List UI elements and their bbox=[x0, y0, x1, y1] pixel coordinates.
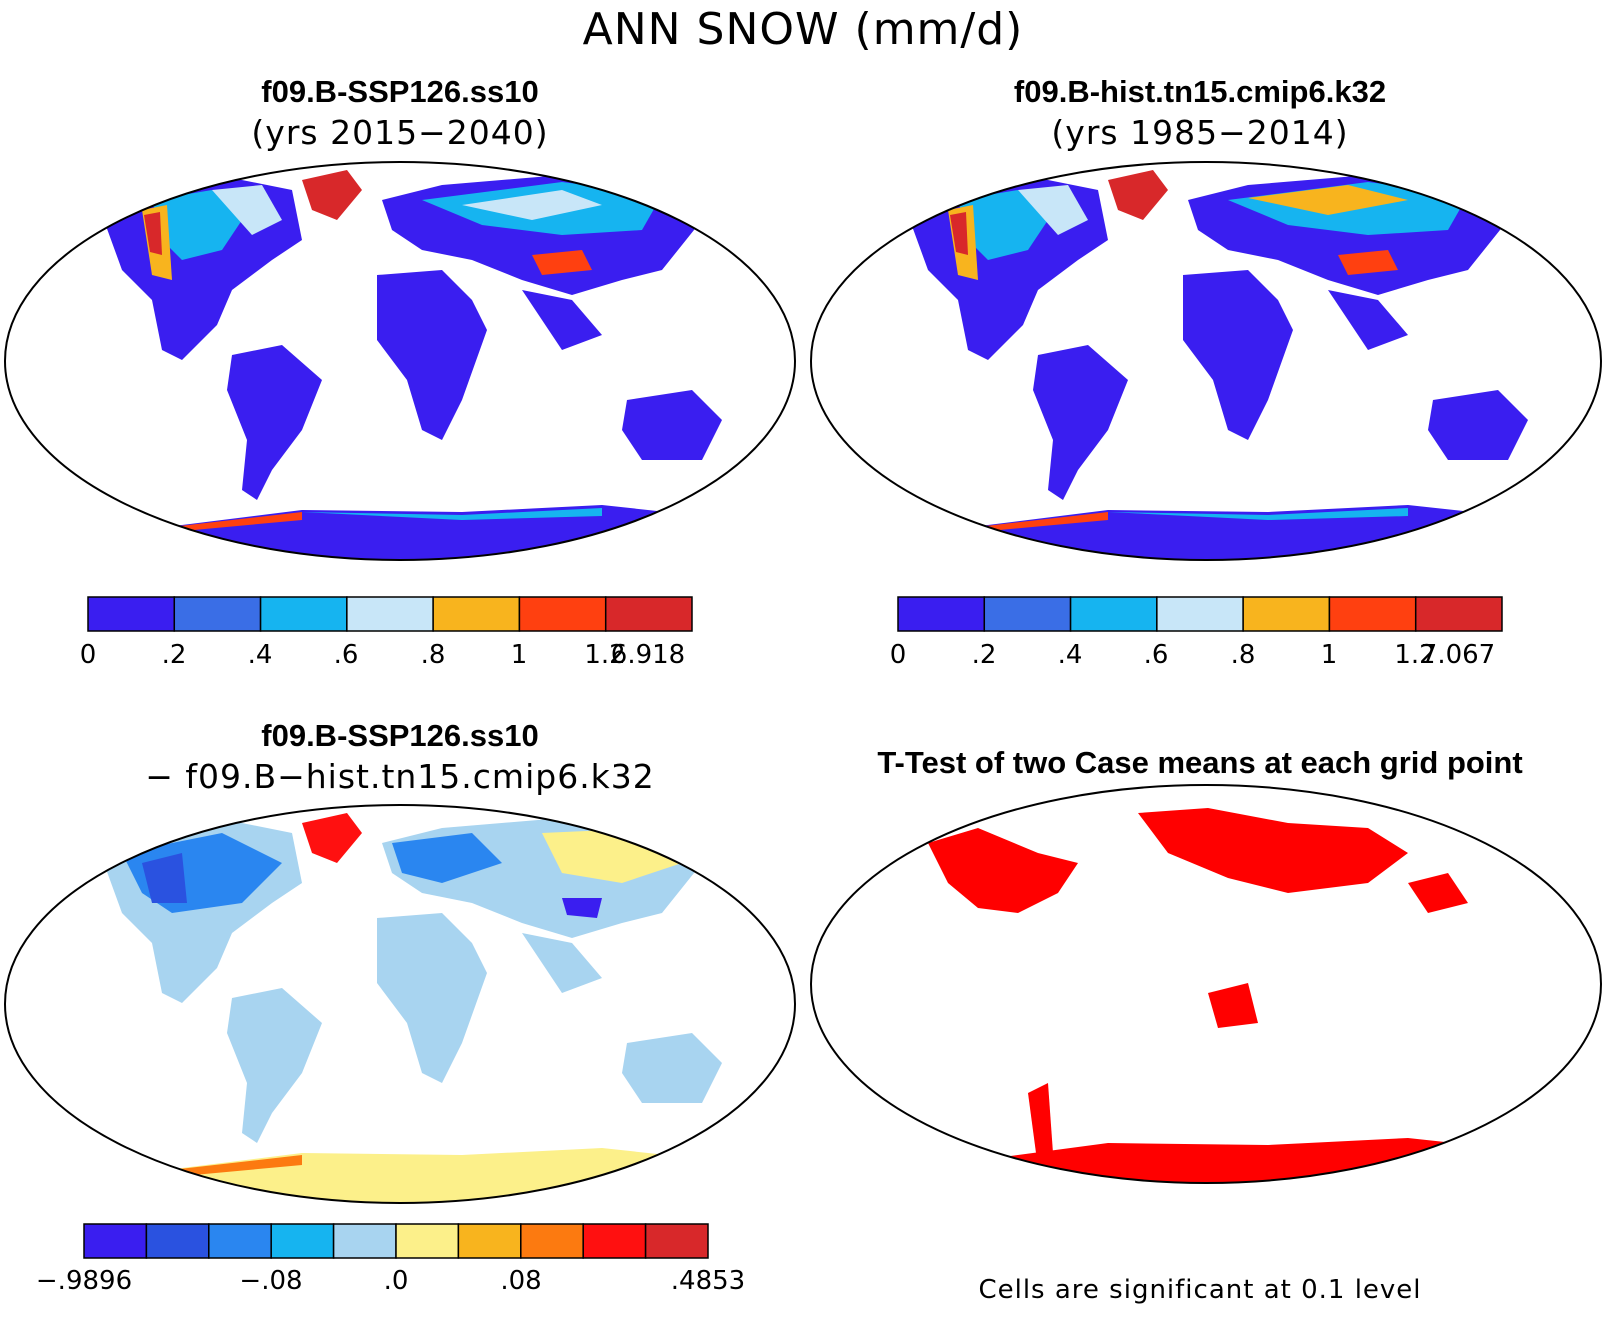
colorbar-tr-boxes bbox=[897, 596, 1503, 632]
colorbar-swatch bbox=[520, 1223, 584, 1259]
colorbar-swatch bbox=[983, 596, 1072, 632]
colorbar-swatch bbox=[259, 596, 348, 632]
colorbar-tick-label: 0 bbox=[79, 640, 97, 670]
colorbar-swatch bbox=[145, 1223, 210, 1259]
colorbar-swatch bbox=[332, 1223, 397, 1259]
colorbar-tick-label: .8 bbox=[1230, 640, 1256, 670]
colorbar-swatch bbox=[208, 1223, 272, 1259]
colorbar-tick-label: .2 bbox=[161, 640, 187, 670]
panel-bl-minus-case: − f09.B−hist.tn15.cmip6.k32 bbox=[145, 757, 655, 796]
colorbar-swatch bbox=[346, 596, 434, 632]
colorbar-tick-label: .6 bbox=[333, 640, 359, 670]
significance-note: Cells are significant at 0.1 level bbox=[978, 1275, 1422, 1305]
colorbar-swatch bbox=[582, 1223, 647, 1259]
colorbar-swatch bbox=[518, 596, 607, 632]
colorbar-tl-ticks: 0 .2 .4 .6 .8 1 1.2 6.918 bbox=[80, 640, 692, 676]
panel-tl-case-title: f09.B-SSP126.ss10 bbox=[261, 74, 539, 109]
colorbar-tick-label: .4853 bbox=[670, 1266, 746, 1296]
panel-tr-case-title: f09.B-hist.tn15.cmip6.k32 bbox=[1013, 74, 1387, 109]
panel-br-title: T-Test of two Case means at each grid po… bbox=[877, 745, 1523, 780]
colorbar-swatch bbox=[87, 596, 176, 632]
colorbar-swatch bbox=[395, 1223, 460, 1259]
colorbar-swatch bbox=[1414, 596, 1503, 632]
colorbar-swatch bbox=[270, 1223, 335, 1259]
colorbar-bottom-left bbox=[83, 1223, 709, 1259]
map-bl-land bbox=[102, 813, 762, 1203]
colorbar-tick-label: .6 bbox=[1143, 640, 1169, 670]
colorbar-tick-label: .4 bbox=[247, 640, 273, 670]
map-top-left bbox=[4, 161, 796, 561]
colorbar-tr-ticks: 0 .2 .4 .6 .8 1 1.2 7.067 bbox=[890, 640, 1502, 676]
colorbar-tick-label: 1.2 bbox=[1394, 640, 1436, 670]
map-tl-land bbox=[102, 170, 762, 560]
colorbar-bl-ticks: −.9896 −.08 .0 .08 .4853 bbox=[36, 1266, 745, 1302]
colorbar-swatch bbox=[432, 596, 521, 632]
colorbar-swatch bbox=[457, 1223, 522, 1259]
colorbar-swatch bbox=[1069, 596, 1158, 632]
colorbar-tick-label: 0 bbox=[889, 640, 907, 670]
colorbar-swatch bbox=[644, 1223, 709, 1259]
colorbar-bl-boxes bbox=[83, 1223, 709, 1259]
map-top-right bbox=[810, 161, 1602, 561]
colorbar-swatch bbox=[897, 596, 986, 632]
panel-tr-years: (yrs 1985−2014) bbox=[1051, 113, 1349, 152]
colorbar-tick-label: .08 bbox=[500, 1266, 542, 1296]
colorbar-tick-label: −.9896 bbox=[35, 1266, 133, 1296]
colorbar-tick-label: −.08 bbox=[239, 1266, 303, 1296]
map-bottom-right bbox=[810, 784, 1602, 1184]
colorbar-tl-boxes bbox=[87, 596, 693, 632]
colorbar-swatch bbox=[1328, 596, 1417, 632]
colorbar-swatch bbox=[1156, 596, 1244, 632]
colorbar-tick-label: 1 bbox=[510, 640, 528, 670]
colorbar-tick-label: 1 bbox=[1320, 640, 1338, 670]
colorbar-swatch bbox=[604, 596, 693, 632]
colorbar-swatch bbox=[83, 1223, 148, 1259]
panel-tl-years: (yrs 2015−2040) bbox=[251, 113, 549, 152]
colorbar-tick-label: .8 bbox=[420, 640, 446, 670]
colorbar-tick-label: .0 bbox=[383, 1266, 409, 1296]
colorbar-tick-label: .4 bbox=[1057, 640, 1083, 670]
colorbar-tick-label: 1.2 bbox=[584, 640, 626, 670]
colorbar-tick-label: 7.067 bbox=[1420, 640, 1496, 670]
colorbar-swatch bbox=[1242, 596, 1331, 632]
colorbar-top-right bbox=[897, 596, 1503, 632]
map-tr-land bbox=[908, 170, 1568, 560]
panel-bl-case-title: f09.B-SSP126.ss10 bbox=[261, 718, 539, 753]
figure-title: ANN SNOW (mm/d) bbox=[582, 4, 1024, 55]
map-bottom-left bbox=[4, 804, 796, 1204]
map-br-significance bbox=[928, 808, 1568, 1183]
colorbar-top-left bbox=[87, 596, 693, 632]
colorbar-tick-label: .2 bbox=[971, 640, 997, 670]
colorbar-swatch bbox=[173, 596, 262, 632]
colorbar-tick-label: 6.918 bbox=[610, 640, 686, 670]
